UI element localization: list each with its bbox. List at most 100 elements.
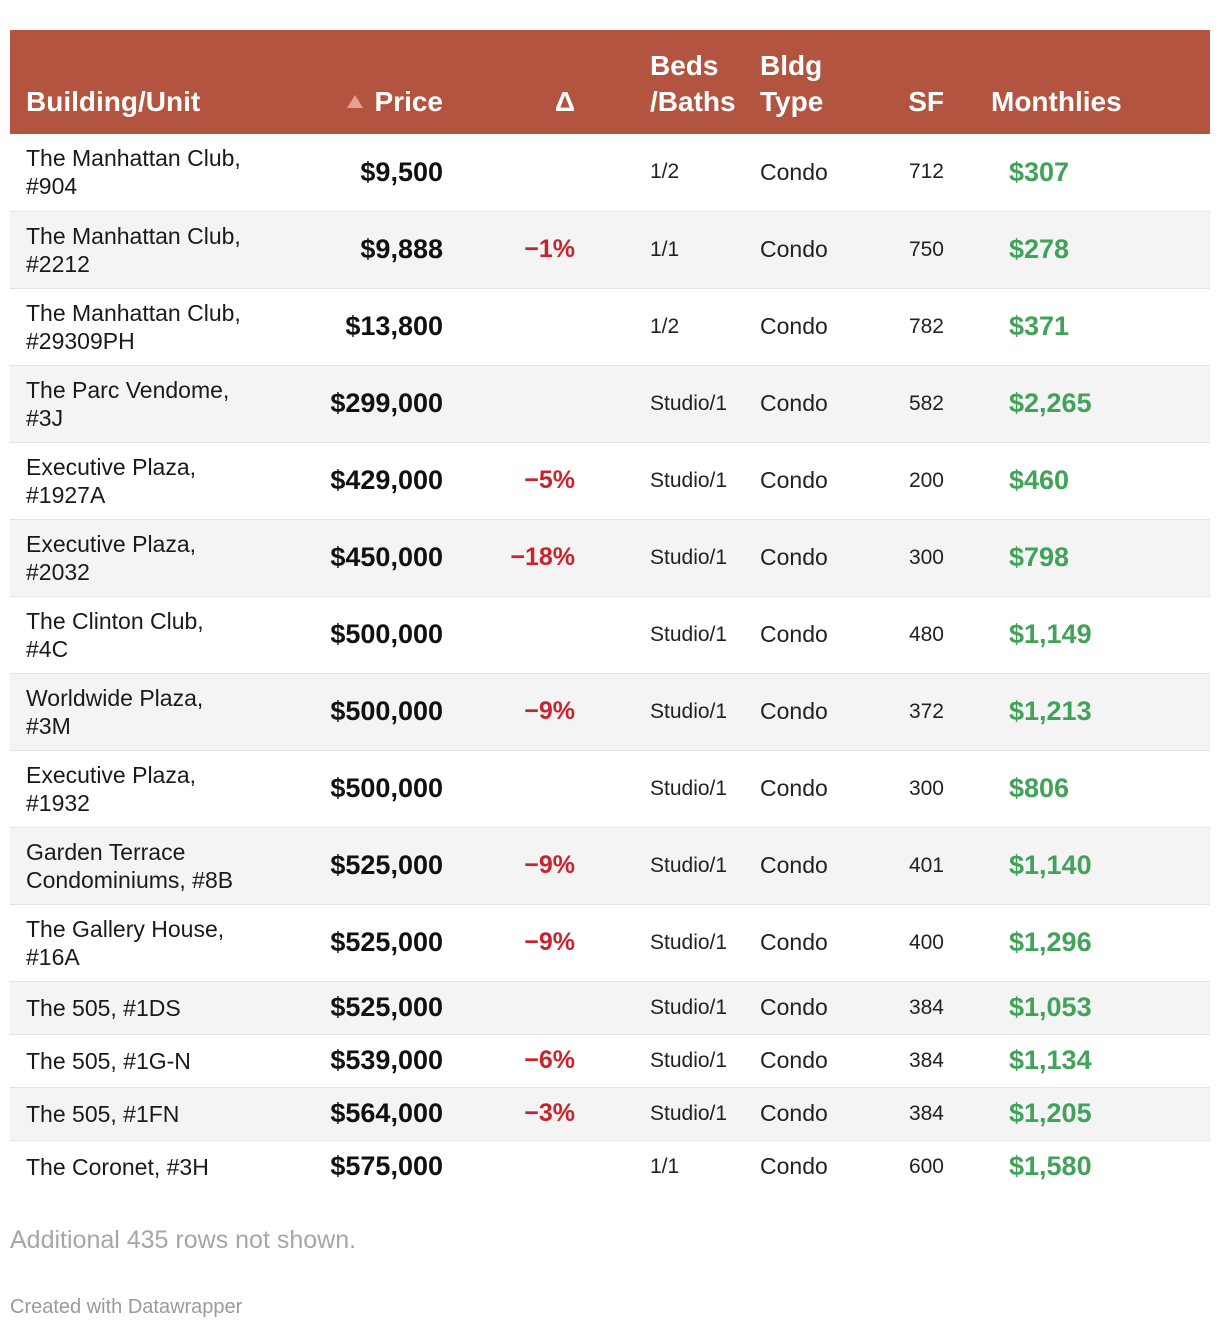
cell-beds-baths: Studio/1 [650,776,728,800]
unit-number: #2032 [26,558,90,585]
building-name: The 505, #1G-N [26,1047,191,1074]
listings-table: Building/Unit Price Δ Beds/Baths Bldg Typ… [10,30,1210,1193]
table-row: The Manhattan Club, #29309PH $13,800 1/2 Con… [10,288,1210,365]
table-row: Worldwide Plaza, #3M $500,000 −9% Studio/1 Co… [10,673,1210,750]
cell-building-type: Condo [760,698,828,724]
header-type-line1: Bldg [760,50,823,81]
cell-building-unit: The Gallery House, #16A [10,904,268,981]
cell-price-change: −9% [524,851,575,879]
building-name: Executive Plaza, [26,761,197,788]
cell-beds-baths: Studio/1 [650,468,728,492]
cell-beds-baths: Studio/1 [650,930,728,954]
unit-number: #29309PH [26,327,135,354]
cell-square-feet: 782 [908,314,944,338]
cell-monthlies: $1,134 [1009,1045,1092,1075]
cell-building-type: Condo [760,775,828,801]
cell-price-change [443,134,575,211]
building-name: Executive Plaza, [26,453,197,480]
cell-building-type: Condo [760,929,828,955]
cell-price: $525,000 [330,927,443,957]
cell-beds-baths: Studio/1 [650,1048,728,1072]
header-monthlies[interactable]: Monthlies [944,30,1210,134]
cell-building-type: Condo [760,236,828,262]
header-building-unit[interactable]: Building/Unit [10,30,268,134]
cell-price: $500,000 [330,619,443,649]
header-bldg-type[interactable]: Bldg Type [730,30,888,134]
cell-monthlies: $307 [1009,156,1070,187]
header-sf[interactable]: SF [888,30,944,134]
building-name: Worldwide Plaza, [26,684,204,711]
cell-monthlies: $371 [1009,311,1070,341]
cell-building-unit: The 505, #1DS [10,981,268,1034]
cell-building-type: Condo [760,621,828,647]
cell-monthlies: $1,580 [1009,1151,1092,1182]
cell-square-feet: 600 [908,1154,944,1178]
unit-number: Condominiums, #8B [26,866,234,893]
datawrapper-credit: Created with Datawrapper [10,1296,243,1318]
cell-building-type: Condo [760,1100,828,1126]
table-row: The Parc Vendome, #3J $299,000 Studio/1 Cond… [10,365,1210,442]
cell-price-change [443,288,575,365]
cell-square-feet: 200 [908,468,944,492]
cell-building-type: Condo [760,994,828,1020]
cell-price: $525,000 [330,850,443,880]
cell-square-feet: 712 [908,160,944,184]
sort-ascending-icon [346,95,363,108]
table-notes: Additional 435 rows not shown. [10,1226,357,1254]
cell-building-unit: Executive Plaza, #1927A [10,442,268,519]
table-row: The 505, #1FN $564,000 −3% Studio/1 Condo 384… [10,1087,1210,1140]
cell-beds-baths: Studio/1 [650,699,728,723]
unit-number: #1927A [26,481,106,508]
cell-price: $564,000 [330,1098,443,1128]
unit-number: #4C [26,635,69,662]
cell-building-unit: The Manhattan Club, #29309PH [10,288,268,365]
cell-building-type: Condo [760,390,828,416]
cell-price: $13,800 [345,311,443,341]
cell-building-type: Condo [760,852,828,878]
building-name: The Clinton Club, [26,607,204,634]
header-beds-baths[interactable]: Beds/Baths [575,30,736,134]
header-delta-label: Δ [554,86,575,117]
unit-number: #904 [26,173,78,200]
table-row: Garden Terrace Condominiums, #8B $525,000 −… [10,827,1210,904]
cell-price-change: −18% [510,543,575,571]
cell-price: $429,000 [330,465,443,495]
cell-monthlies: $278 [1009,234,1070,264]
cell-building-unit: The Coronet, #3H [10,1140,268,1193]
cell-price: $500,000 [330,773,443,803]
cell-square-feet: 582 [908,391,944,415]
cell-monthlies: $806 [1009,773,1070,803]
cell-monthlies: $1,213 [1009,696,1092,726]
cell-beds-baths: Studio/1 [650,391,728,415]
cell-building-unit: The 505, #1FN [10,1087,268,1140]
cell-monthlies: $1,140 [1009,850,1092,880]
header-delta[interactable]: Δ [443,30,575,134]
cell-monthlies: $1,053 [1009,992,1092,1022]
cell-beds-baths: 1/1 [650,1154,680,1178]
cell-square-feet: 384 [908,995,944,1019]
cell-price-change [443,365,575,442]
cell-price: $575,000 [330,1151,443,1182]
cell-building-unit: Executive Plaza, #1932 [10,750,268,827]
header-price[interactable]: Price [268,30,443,134]
cell-building-unit: Garden Terrace Condominiums, #8B [10,827,268,904]
cell-beds-baths: Studio/1 [650,545,728,569]
table-body: The Manhattan Club, #904 $9,500 1/2 Condo 712… [10,134,1210,1193]
cell-price-change: −3% [524,1099,575,1127]
cell-building-type: Condo [760,467,828,493]
cell-square-feet: 300 [908,545,944,569]
cell-price-change: −6% [524,1046,575,1074]
cell-square-feet: 372 [908,699,944,723]
cell-price-change: −9% [524,697,575,725]
cell-price: $299,000 [330,388,443,418]
table-row: Executive Plaza, #1932 $500,000 Studio/1 Con… [10,750,1210,827]
table-row: Executive Plaza, #1927A $429,000 −5% Studio/… [10,442,1210,519]
table-row: The 505, #1DS $525,000 Studio/1 Condo 384 $1,… [10,981,1210,1034]
table-row: The Manhattan Club, #904 $9,500 1/2 Condo 712… [10,134,1210,211]
header-row: Building/Unit Price Δ Beds/Baths Bldg Typ… [10,30,1210,134]
cell-price: $9,500 [360,156,443,187]
cell-beds-baths: Studio/1 [650,1101,728,1125]
table-row: The Clinton Club, #4C $500,000 Studio/1 Cond… [10,596,1210,673]
cell-building-unit: The Manhattan Club, #2212 [10,211,268,288]
cell-monthlies: $460 [1009,465,1070,495]
